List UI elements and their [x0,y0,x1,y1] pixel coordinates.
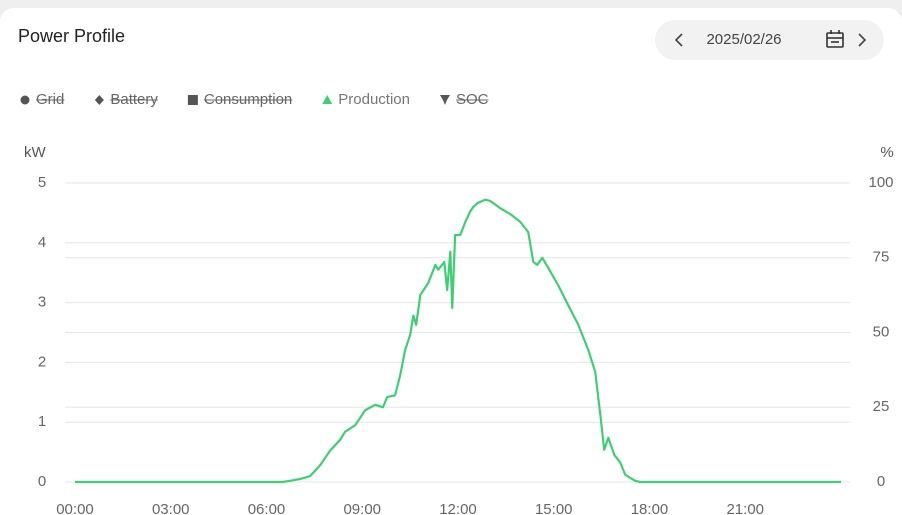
date-picker[interactable] [655,20,884,60]
legend-marker [187,95,198,105]
y2-tick-label: 100 [868,174,893,191]
y2-tick-label: 0 [877,473,885,490]
date-label: 2025/02/26 [706,31,781,48]
legend-label: SOC [456,91,489,108]
y-tick-label: 2 [38,353,46,370]
legend-item[interactable]: Consumption [187,91,293,108]
legend-item[interactable]: Production [322,91,410,108]
calendar-icon[interactable] [826,30,844,48]
y2-unit: % [880,144,893,161]
x-tick-label: 00:00 [56,501,94,515]
next-day[interactable] [858,33,867,47]
legend-item[interactable]: Grid [20,91,65,108]
legend-item[interactable]: Battery [94,91,159,108]
legend-label: Battery [110,91,158,108]
y-tick-label: 4 [38,234,46,251]
x-tick-label: 03:00 [152,501,190,515]
x-tick-label: 06:00 [248,501,286,515]
x-tick-label: 15:00 [535,501,573,515]
y-tick-label: 5 [38,174,46,191]
legend-label: Grid [36,91,64,108]
x-tick-label: 18:00 [631,501,669,515]
production-line [75,198,841,484]
legend-label: Production [338,91,410,108]
x-tick-label: 21:00 [726,501,764,515]
y-tick-label: 0 [38,473,46,490]
legend-item[interactable]: SOC [439,91,489,108]
legend-label: Consumption [204,91,292,108]
prev-day[interactable] [674,33,683,47]
y-tick-label: 1 [38,413,46,430]
legend-marker [439,95,450,105]
y2-tick-label: 25 [873,398,890,415]
legend-marker [322,95,333,104]
x-tick-label: 09:00 [343,501,381,515]
y-tick-label: 3 [38,294,46,311]
legend-marker [20,95,30,105]
y2-tick-label: 50 [873,323,890,340]
y2-tick-label: 75 [873,249,890,266]
legend-marker [94,95,104,105]
y-unit: kW [24,144,47,161]
x-tick-label: 12:00 [439,501,477,515]
chart-title: Power Profile [18,26,125,46]
